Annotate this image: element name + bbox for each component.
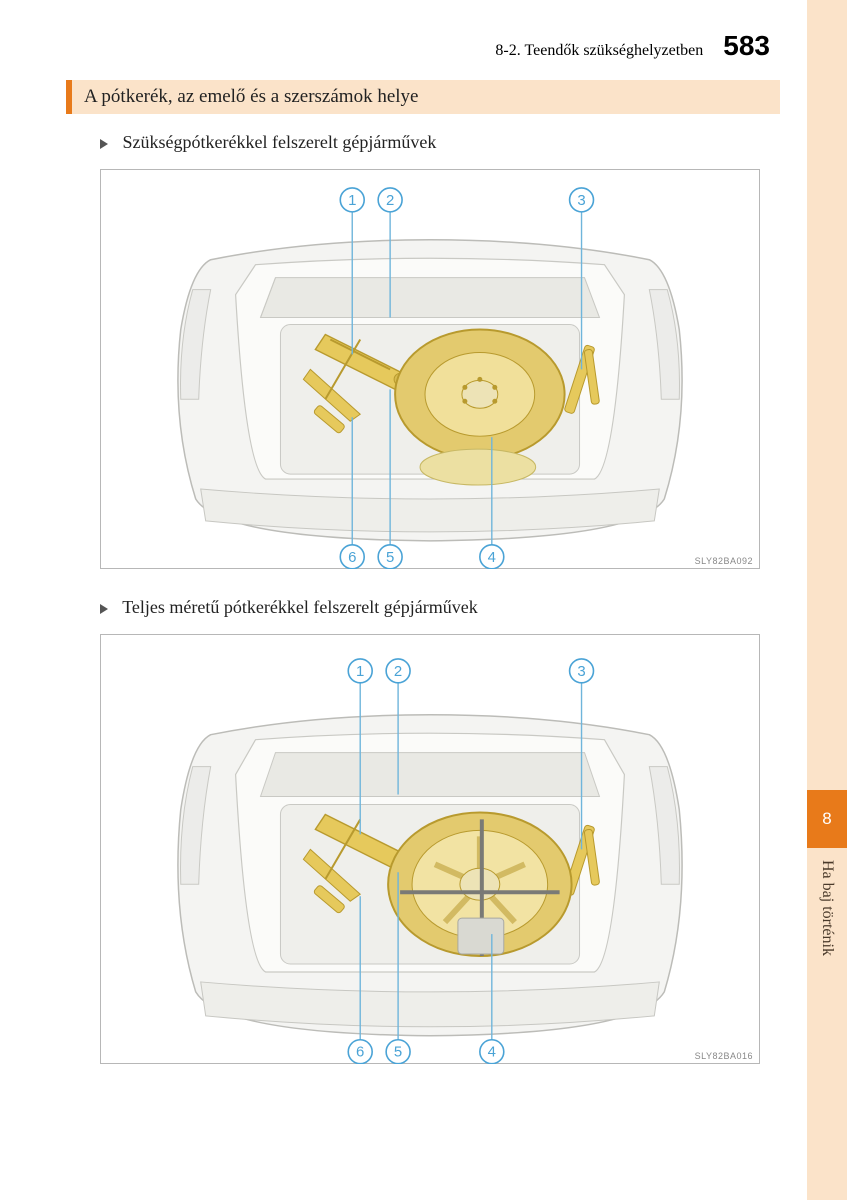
callout-2: 2 <box>386 192 394 209</box>
page-number: 583 <box>723 30 770 62</box>
section-title: A pótkerék, az emelő és a szerszámok hel… <box>84 86 418 107</box>
callout-2: 2 <box>394 663 402 680</box>
image-code-1: SLY82BA092 <box>695 556 753 566</box>
chapter-label-text: Ha baj történik <box>818 856 836 956</box>
diagram-2-box: 1 2 3 4 5 6 SLY82BA016 <box>100 634 760 1064</box>
chapter-tab: 8 <box>807 790 847 848</box>
diagram-1-box: 1 2 3 4 5 6 SLY82BA092 <box>100 169 760 569</box>
callout-1: 1 <box>356 663 364 680</box>
callout-circles-bottom: 4 5 6 <box>348 1040 504 1064</box>
callout-1: 1 <box>348 192 356 209</box>
bullet-icon <box>100 139 108 149</box>
subheading-2-text: Teljes méretű pótkerékkel felszerelt gép… <box>122 597 478 617</box>
callout-5: 5 <box>394 1044 402 1061</box>
diagram-2-svg: 1 2 3 4 5 6 <box>101 635 759 1064</box>
callout-circles-top: 1 2 3 <box>340 188 593 212</box>
callout-circles-top: 1 2 3 <box>348 659 593 683</box>
callout-4: 4 <box>488 549 496 566</box>
diagram-1-svg: 1 2 3 4 5 6 <box>101 170 759 569</box>
page-header: 8-2. Teendők szükséghelyzetben 583 <box>60 30 780 62</box>
callout-6: 6 <box>356 1044 364 1061</box>
callout-3: 3 <box>577 192 585 209</box>
section-path: 8-2. Teendők szükséghelyzetben <box>495 42 703 60</box>
bullet-icon <box>100 604 108 614</box>
callout-6: 6 <box>348 549 356 566</box>
chapter-label-vertical: Ha baj történik <box>807 856 847 1056</box>
callout-circles-bottom: 4 5 6 <box>340 545 504 569</box>
chapter-number: 8 <box>822 809 831 829</box>
callout-5: 5 <box>386 549 394 566</box>
full-size-spare <box>388 812 571 956</box>
callout-3: 3 <box>577 663 585 680</box>
callout-4: 4 <box>488 1044 496 1061</box>
subheading-1: Szükségpótkerékkel felszerelt gépjárműve… <box>100 132 780 153</box>
image-code-2: SLY82BA016 <box>695 1051 753 1061</box>
section-title-bar: A pótkerék, az emelő és a szerszámok hel… <box>66 80 780 114</box>
subheading-2: Teljes méretű pótkerékkel felszerelt gép… <box>100 597 780 618</box>
subheading-1-text: Szükségpótkerékkel felszerelt gépjárműve… <box>123 132 437 152</box>
